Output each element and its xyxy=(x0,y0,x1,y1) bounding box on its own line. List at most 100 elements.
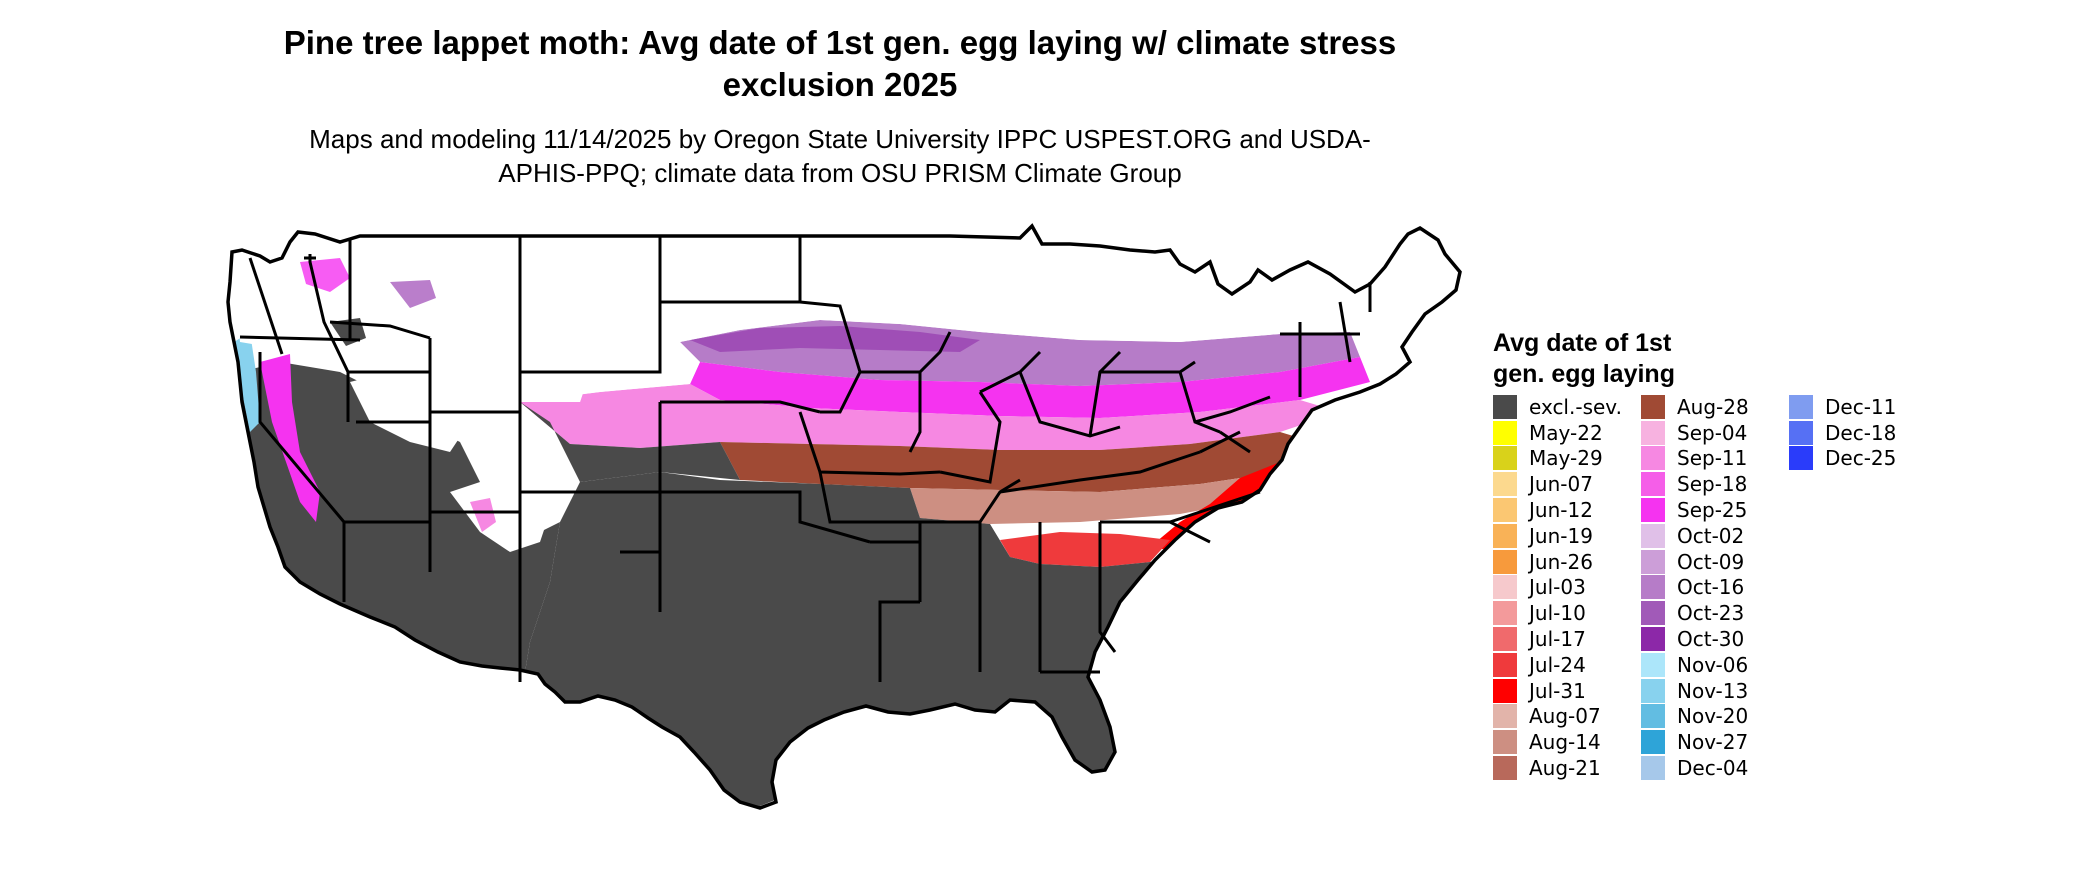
legend-item: Aug-14 xyxy=(1493,729,1641,755)
legend-label: Sep-11 xyxy=(1677,446,1748,471)
legend-label: excl.-sev. xyxy=(1529,394,1622,419)
legend-swatch xyxy=(1493,420,1517,445)
legend-swatch xyxy=(1789,446,1813,471)
legend-item: Jul-17 xyxy=(1493,626,1641,652)
legend-column: excl.-sev. May-22 May-29 Jun-07 Jun-12 Jun-19… xyxy=(1493,394,1641,781)
legend-swatch xyxy=(1641,523,1665,548)
legend: excl.-sev. May-22 May-29 Jun-07 Jun-12 Jun-19… xyxy=(1493,394,1937,781)
legend-label: Jul-10 xyxy=(1529,601,1586,626)
legend-swatch xyxy=(1493,549,1517,574)
legend-item: Jul-10 xyxy=(1493,600,1641,626)
legend-swatch xyxy=(1789,394,1813,419)
legend-item: Dec-25 xyxy=(1789,446,1937,472)
legend-item: Dec-11 xyxy=(1789,394,1937,420)
legend-swatch xyxy=(1641,627,1665,652)
legend-swatch xyxy=(1641,394,1665,419)
legend-swatch xyxy=(1493,627,1517,652)
legend-label: Oct-09 xyxy=(1677,549,1745,574)
legend-item: Sep-04 xyxy=(1641,420,1789,446)
sep-zone xyxy=(690,357,1370,418)
legend-swatch xyxy=(1641,678,1665,703)
legend-label: Jul-24 xyxy=(1529,652,1586,677)
legend-label: Jun-12 xyxy=(1529,498,1593,523)
legend-item: Jul-24 xyxy=(1493,652,1641,678)
state-boundaries xyxy=(239,236,1372,682)
legend-item: Dec-18 xyxy=(1789,420,1937,446)
legend-label: Jun-07 xyxy=(1529,472,1593,497)
legend-swatch xyxy=(1493,601,1517,626)
legend-item: Sep-18 xyxy=(1641,471,1789,497)
legend-label: Nov-20 xyxy=(1677,704,1749,729)
legend-item: Jun-07 xyxy=(1493,471,1641,497)
legend-item: Nov-13 xyxy=(1641,678,1789,704)
legend-swatch xyxy=(1493,678,1517,703)
legend-swatch xyxy=(1641,446,1665,471)
legend-item: Jun-19 xyxy=(1493,523,1641,549)
legend-title: Avg date of 1st gen. egg laying xyxy=(1493,329,1675,388)
legend-label: Jul-03 xyxy=(1529,575,1586,600)
legend-label: Nov-06 xyxy=(1677,652,1749,677)
legend-swatch xyxy=(1493,523,1517,548)
legend-column: Aug-28 Sep-04 Sep-11 Sep-18 Sep-25 Oct-02 Oct-… xyxy=(1641,394,1789,781)
legend-swatch xyxy=(1493,756,1517,781)
legend-item: Aug-07 xyxy=(1493,704,1641,730)
legend-swatch xyxy=(1641,704,1665,729)
legend-swatch xyxy=(1493,730,1517,755)
legend-swatch xyxy=(1493,575,1517,600)
legend-item: May-22 xyxy=(1493,420,1641,446)
legend-swatch xyxy=(1493,652,1517,677)
legend-swatch xyxy=(1493,446,1517,471)
legend-label: Oct-23 xyxy=(1677,601,1745,626)
legend-swatch xyxy=(1493,704,1517,729)
legend-swatch xyxy=(1641,575,1665,600)
legend-label: Dec-04 xyxy=(1677,756,1749,781)
legend-column: Dec-11 Dec-18 Dec-25 xyxy=(1789,394,1937,781)
legend-item: Oct-09 xyxy=(1641,549,1789,575)
legend-item: Oct-02 xyxy=(1641,523,1789,549)
legend-label: Sep-04 xyxy=(1677,420,1748,445)
legend-swatch xyxy=(1641,730,1665,755)
legend-item: excl.-sev. xyxy=(1493,394,1641,420)
legend-label: Dec-18 xyxy=(1825,420,1897,445)
legend-label: Oct-30 xyxy=(1677,627,1745,652)
legend-label: Nov-27 xyxy=(1677,730,1749,755)
legend-item: Jun-12 xyxy=(1493,497,1641,523)
legend-label: Nov-13 xyxy=(1677,678,1749,703)
legend-swatch xyxy=(1641,549,1665,574)
legend-swatch xyxy=(1641,420,1665,445)
legend-label: May-29 xyxy=(1529,446,1603,471)
legend-label: May-22 xyxy=(1529,420,1603,445)
legend-label: Sep-25 xyxy=(1677,498,1748,523)
legend-item: Jul-31 xyxy=(1493,678,1641,704)
legend-item: Dec-04 xyxy=(1641,755,1789,781)
legend-label: Jul-31 xyxy=(1529,678,1586,703)
legend-label: Aug-28 xyxy=(1677,394,1749,419)
legend-item: Oct-16 xyxy=(1641,575,1789,601)
legend-label: Aug-07 xyxy=(1529,704,1601,729)
legend-item: Aug-21 xyxy=(1493,755,1641,781)
legend-label: Jun-26 xyxy=(1529,549,1593,574)
legend-swatch xyxy=(1641,472,1665,497)
legend-item: Oct-23 xyxy=(1641,600,1789,626)
legend-label: Oct-16 xyxy=(1677,575,1745,600)
map-subtitle: Maps and modeling 11/14/2025 by Oregon S… xyxy=(309,124,1371,188)
legend-swatch xyxy=(1789,420,1813,445)
legend-label: Jun-19 xyxy=(1529,523,1593,548)
legend-label: Dec-11 xyxy=(1825,394,1897,419)
legend-swatch xyxy=(1493,472,1517,497)
legend-swatch xyxy=(1493,394,1517,419)
legend-label: Sep-18 xyxy=(1677,472,1748,497)
legend-swatch xyxy=(1641,652,1665,677)
legend-item: Oct-30 xyxy=(1641,626,1789,652)
us-map xyxy=(226,224,1462,810)
legend-swatch xyxy=(1641,756,1665,781)
legend-item: Aug-28 xyxy=(1641,394,1789,420)
legend-item: Sep-11 xyxy=(1641,446,1789,472)
legend-item: May-29 xyxy=(1493,446,1641,472)
legend-label: Dec-25 xyxy=(1825,446,1897,471)
legend-label: Aug-14 xyxy=(1529,730,1601,755)
legend-item: Jul-03 xyxy=(1493,575,1641,601)
legend-item: Sep-25 xyxy=(1641,497,1789,523)
legend-item: Jun-26 xyxy=(1493,549,1641,575)
legend-swatch xyxy=(1641,601,1665,626)
